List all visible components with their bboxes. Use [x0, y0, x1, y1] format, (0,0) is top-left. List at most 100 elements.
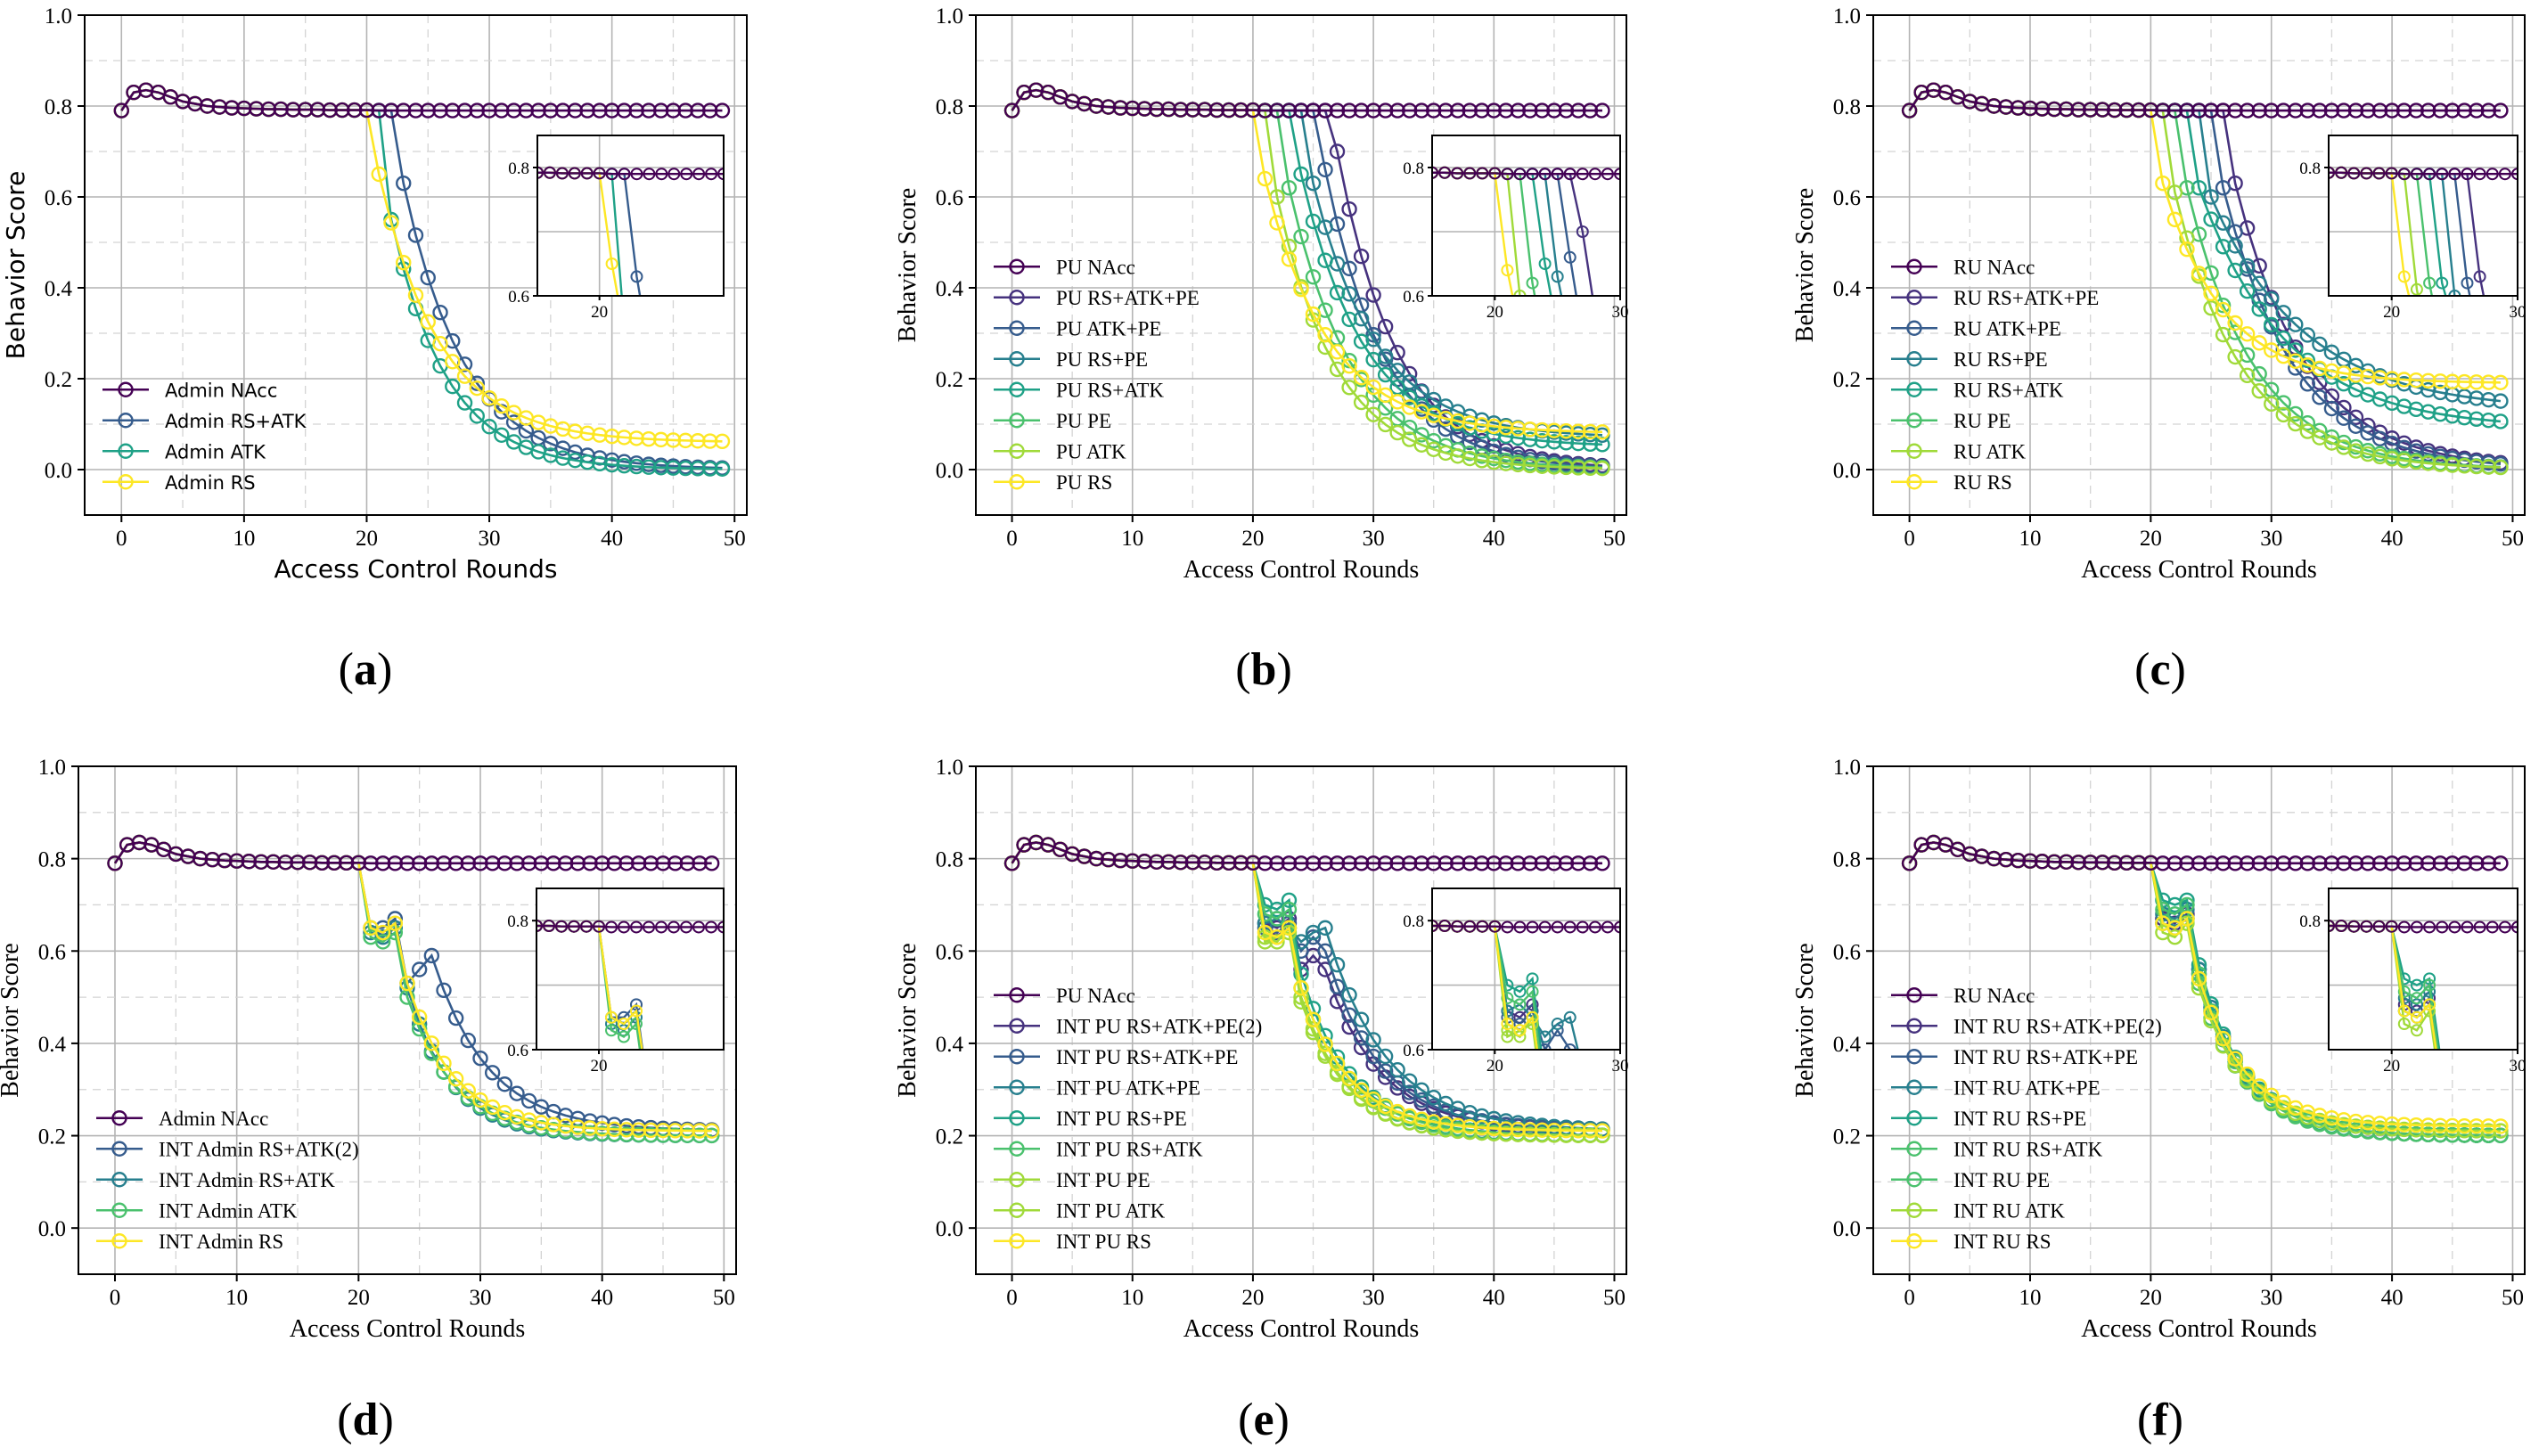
data-point	[2251, 383, 2267, 399]
legend-entry: PU PE	[994, 410, 1111, 432]
inset-data-point	[618, 1030, 630, 1043]
legend: PU NAcc PU RS+ATK+PE PU ATK+PE PU RS+PE PU R…	[994, 256, 1200, 494]
inset-data-point	[1540, 1096, 1551, 1107]
panel-label-open: (	[339, 644, 354, 695]
inset-data-point	[2487, 484, 2498, 495]
data-point	[2251, 335, 2267, 351]
inset-data-point	[1577, 1192, 1588, 1203]
legend-label: PU PE	[1056, 410, 1111, 432]
data-point	[447, 1010, 464, 1027]
data-point	[2264, 290, 2280, 307]
inset-data-point	[2487, 543, 2498, 553]
data-point	[2058, 854, 2075, 870]
legend-marker	[1009, 1202, 1025, 1218]
data-point	[679, 855, 696, 871]
data-point	[1594, 424, 1610, 440]
inset-data-point	[717, 168, 724, 181]
data-point	[432, 304, 448, 321]
data-point	[667, 855, 684, 871]
inset-data-point	[693, 527, 704, 537]
inset-data-point	[2385, 167, 2398, 180]
inset-background	[537, 135, 724, 296]
inset-data-point	[1538, 1043, 1552, 1050]
inset-data-point	[605, 1010, 618, 1024]
inset-data-point	[2475, 1204, 2486, 1215]
inset-data-point	[2360, 167, 2373, 180]
data-point	[2456, 855, 2473, 871]
inset-data-point	[1501, 168, 1514, 181]
data-point	[1365, 1100, 1381, 1116]
inset-data-point	[2461, 485, 2472, 495]
data-point	[505, 405, 522, 421]
inset-x-tick-label: 30	[2510, 303, 2527, 322]
data-point	[1245, 855, 1261, 871]
data-point	[1998, 851, 2014, 868]
y-tick-label: 0.4	[1833, 277, 1862, 301]
data-point	[2239, 1066, 2256, 1083]
data-point	[1389, 855, 1405, 871]
data-point	[2456, 102, 2473, 119]
x-tick-label: 20	[1241, 1286, 1264, 1310]
data-point	[1329, 855, 1346, 871]
data-point	[1365, 327, 1381, 343]
data-point	[2347, 855, 2364, 871]
inset-frame	[1431, 888, 1621, 1051]
y-tick-label: 1.0	[1833, 4, 1861, 29]
data-point	[1353, 311, 1370, 327]
inset-data-point	[2397, 920, 2411, 934]
inset-data-point	[2487, 1218, 2498, 1229]
data-point	[1546, 102, 1562, 119]
inset-data-point	[2410, 978, 2423, 992]
inset-background	[2329, 888, 2518, 1050]
inset-data-point	[1563, 1010, 1577, 1024]
inset-data-point	[681, 1100, 692, 1110]
data-point	[1450, 855, 1466, 871]
series-admin-nacc	[113, 82, 731, 119]
data-point	[2347, 1113, 2364, 1130]
data-point	[432, 336, 448, 352]
data-point	[494, 427, 510, 443]
data-point	[338, 855, 355, 871]
inset-data-point	[1476, 167, 1489, 180]
inset-data-point	[1590, 1150, 1601, 1161]
data-point	[2010, 853, 2027, 869]
inset-x-tick-label: 20	[591, 1057, 608, 1076]
legend-marker	[1906, 1049, 1922, 1065]
data-point	[1341, 1080, 1357, 1097]
data-point	[1570, 460, 1586, 476]
data-point	[1522, 1122, 1538, 1138]
y-axis-title: Behavior Score	[0, 943, 24, 1097]
data-point	[2469, 458, 2485, 475]
data-point	[2227, 102, 2243, 119]
series-ru-nacc	[1901, 834, 2509, 871]
data-point	[582, 855, 598, 871]
data-point	[1413, 102, 1429, 119]
data-point	[2408, 102, 2424, 119]
data-point	[1401, 1073, 1418, 1089]
data-point	[445, 354, 461, 370]
data-point	[690, 461, 706, 477]
legend-label: Admin NAcc	[159, 1108, 268, 1130]
data-point	[2469, 1118, 2485, 1134]
data-point	[2299, 855, 2316, 871]
inset-data-point	[1615, 1251, 1626, 1262]
inset-data-point	[1590, 529, 1601, 540]
data-point	[1594, 460, 1610, 477]
data-point	[436, 855, 452, 871]
data-point	[2360, 368, 2376, 385]
legend-entry: INT Admin RS+ATK(2)	[96, 1138, 359, 1160]
data-point	[1534, 421, 1551, 438]
data-point	[616, 102, 633, 119]
inset-data-point	[1615, 429, 1626, 439]
data-point	[2445, 373, 2461, 389]
data-point	[411, 855, 428, 871]
panel-label-letter: f	[2152, 1395, 2168, 1445]
data-point	[557, 1118, 574, 1134]
inset-data-point	[2512, 1257, 2523, 1268]
data-point	[1365, 287, 1381, 303]
inset-series-line	[1432, 171, 1620, 176]
legend-label: INT RU RS+ATK+PE(2)	[1953, 1015, 2162, 1037]
data-point	[1510, 429, 1527, 446]
y-tick-label: 0.0	[1833, 1217, 1861, 1241]
inset-data-point	[619, 327, 630, 338]
